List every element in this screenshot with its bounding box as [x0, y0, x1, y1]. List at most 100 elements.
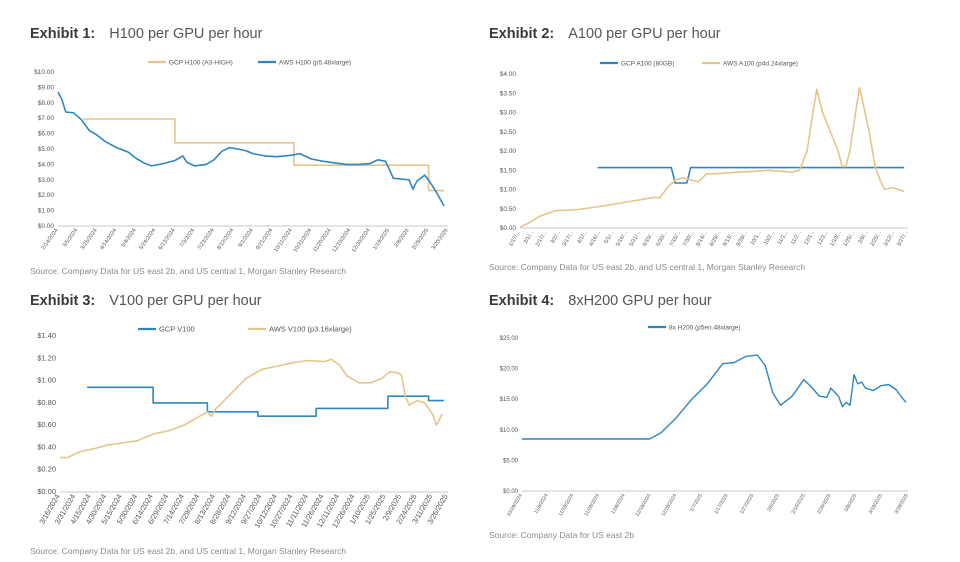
x-tick-label: 11/8/2024: [533, 493, 549, 515]
y-tick-label: $1.00: [500, 187, 517, 194]
y-tick-label: $0.50: [500, 206, 517, 213]
x-tick-label: 2/6/2025: [766, 493, 781, 513]
x-tick-label: 5/16/...: [615, 230, 629, 248]
x-tick-label: 7/15/...: [669, 230, 683, 248]
x-tick-label: 6/15/...: [642, 230, 656, 248]
exhibit-1-title: Exhibit 1: H100 per GPU per hour: [30, 26, 262, 42]
x-tick-label: 12/10/2024: [331, 228, 352, 254]
y-tick-label: $0.00: [38, 223, 55, 230]
y-tick-label: $2.50: [500, 129, 517, 136]
legend-label-0: 8x H200 (p5en.48xlarge): [669, 325, 741, 332]
y-tick-label: $4.00: [500, 71, 517, 78]
x-tick-label: 10/29/2024: [506, 493, 524, 518]
x-tick-label: 2/17/...: [535, 230, 549, 248]
chart-h100: $0.00 $1.00 $2.00 $3.00 $4.00 $5.00 $6.00 $7.00…: [34, 60, 450, 254]
y-tick-label: $0.00: [37, 487, 56, 496]
y-tick-label: $5.00: [38, 146, 55, 153]
x-tick-label: 5/4/2024: [120, 228, 137, 249]
x-tick-label: 3/28/2025: [893, 493, 909, 515]
x-tick-label: 1/25/...: [843, 230, 857, 248]
x-tick-label: 9/28/...: [736, 230, 750, 248]
legend-label-1: AWS H100 (p5.48xlarge): [279, 60, 351, 67]
x-tick-label: 8/12/2024: [216, 228, 235, 251]
x-tick-label: 1/7/2025: [689, 493, 704, 513]
y-tick-label: $1.00: [37, 376, 56, 385]
x-tick-label: 4/1/...: [577, 230, 589, 245]
x-tick-label: 3/2/...: [550, 230, 562, 245]
y-tick-label: $1.50: [500, 167, 517, 174]
x-tick-label: 3/20/2025: [431, 228, 450, 251]
x-tick-label: 4/16/...: [588, 230, 602, 248]
y-tick-label: $2.00: [500, 148, 517, 155]
chart-a100: $0.00 $0.50 $1.00 $1.50 $2.00 $2.50 $3.00 $3.50…: [500, 61, 910, 248]
y-tick-label: $0.80: [37, 398, 56, 407]
exhibit-4-title: Exhibit 4: 8xH200 GPU per hour: [489, 293, 712, 309]
x-tick-label: 12/18/2024: [635, 493, 653, 518]
x-tick-label: 1/27/2025: [739, 493, 755, 515]
exhibit-3-title: Exhibit 3: V100 per GPU per hour: [30, 293, 262, 309]
exhibit-4-source: Source: Company Data for US east 2b: [489, 530, 635, 540]
x-tick-label: 9/1/2024: [237, 228, 254, 249]
exhibit-2-number: Exhibit 2:: [489, 26, 555, 42]
x-tick-label: 11/18/2024: [558, 493, 576, 518]
exhibit-1-source: Source: Company Data for US east 2b, and…: [30, 266, 347, 276]
x-tick-label: 12/8/2024: [610, 493, 626, 515]
x-tick-label: 11/1...: [777, 230, 790, 246]
x-tick-label: 2/8/2025: [393, 228, 410, 249]
series-line-0: [597, 166, 905, 184]
x-tick-label: 8/14/...: [695, 230, 709, 248]
x-tick-label: 2/9/...: [858, 230, 870, 245]
chart-v100: $0.00 $0.20 $0.40 $0.60 $0.80 $1.00 $1.20 $1.40…: [37, 325, 450, 530]
x-tick-label: 3/12/...: [883, 230, 897, 248]
y-tick-label: $2.00: [38, 192, 55, 199]
exhibit-4-name: 8xH200 GPU per hour: [568, 293, 712, 309]
y-tick-label: $9.00: [38, 84, 55, 91]
x-tick-label: 1/17/2025: [713, 493, 729, 515]
x-tick-label: 7/30/...: [682, 230, 696, 248]
x-tick-label: 12/1...: [803, 230, 816, 247]
y-tick-label: $5.00: [503, 458, 519, 464]
x-tick-label: 5/1/...: [603, 230, 615, 245]
exhibit-1-number: Exhibit 1:: [30, 26, 96, 42]
x-tick-label: 8/29/...: [709, 230, 723, 248]
exhibit-4-number: Exhibit 4:: [489, 293, 555, 309]
y-tick-label: $6.00: [38, 131, 55, 138]
y-tick-label: $20.00: [500, 367, 519, 373]
x-tick-label: 11/28/2024: [583, 493, 601, 518]
x-tick-label: 10/2...: [763, 230, 776, 247]
x-tick-label: 3/18/2025: [868, 493, 884, 515]
y-tick-label: $10.00: [34, 69, 54, 76]
y-tick-label: $3.50: [500, 90, 517, 97]
x-tick-label: 2/25/...: [869, 230, 883, 248]
y-tick-label: $8.00: [38, 100, 55, 107]
exhibit-3-source: Source: Company Data for US east 2b, and…: [30, 546, 347, 556]
y-tick-label: $10.00: [500, 428, 519, 434]
x-tick-label: 1/17/...: [508, 230, 522, 248]
x-tick-label: 3/5/2024: [62, 228, 79, 249]
y-tick-label: $0.20: [37, 465, 56, 474]
x-tick-label: 5/31/...: [629, 230, 643, 248]
y-tick-label: $7.00: [38, 115, 55, 122]
x-tick-label: 6/13/2024: [158, 228, 177, 251]
x-tick-label: 4/14/2024: [99, 228, 118, 251]
exhibit-3-name: V100 per GPU per hour: [109, 293, 262, 309]
series-line-0: [83, 118, 445, 192]
chart-h200: $0.00 $5.00 $10.00 $15.00 $20.00 $25.00 10/29/…: [500, 325, 910, 518]
x-tick-label: 11/2...: [790, 230, 803, 246]
legend-label-1: AWS V100 (p3.16xlarge): [269, 325, 352, 334]
y-tick-label: $4.00: [38, 161, 55, 168]
x-tick-label: 3/25/2024: [80, 228, 99, 251]
exhibit-2-title: Exhibit 2: A100 per GPU per hour: [489, 26, 721, 42]
x-tick-label: 9/13/...: [722, 230, 736, 248]
y-tick-label: $0.40: [37, 442, 56, 451]
x-tick-label: 2/14/2024: [41, 228, 60, 251]
y-tick-label: $1.40: [37, 331, 56, 340]
x-tick-label: 2/28/2025: [411, 228, 430, 251]
legend-label-0: GCP A100 (80GB): [621, 61, 674, 68]
y-tick-label: $1.20: [37, 353, 56, 362]
series-line-1: [60, 358, 443, 459]
series-line-1: [57, 91, 445, 207]
legend-label-0: GCP V100: [159, 325, 195, 334]
exhibit-2-name: A100 per GPU per hour: [568, 26, 721, 42]
series-line-0: [87, 386, 445, 417]
